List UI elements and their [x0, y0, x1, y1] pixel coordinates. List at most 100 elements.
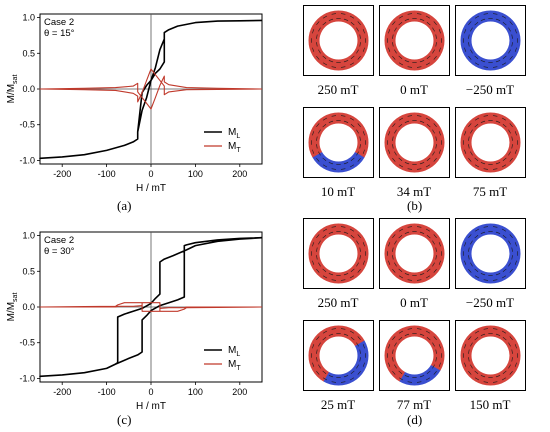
moment-arrow	[318, 262, 321, 267]
moment-arrow	[511, 136, 513, 141]
moment-arrow	[474, 157, 479, 161]
moment-arrow	[425, 15, 431, 19]
moment-arrow	[357, 336, 361, 341]
moment-arrow	[468, 21, 472, 26]
moment-arrow	[468, 123, 472, 128]
ring-segment	[354, 25, 369, 41]
moment-arrow	[511, 247, 513, 252]
moment-arrow	[328, 18, 334, 21]
moment-arrow	[438, 344, 441, 349]
moment-arrow	[435, 34, 437, 39]
moment-arrow	[470, 49, 473, 54]
moment-arrow	[328, 273, 334, 276]
ring-caption: 75 mT	[472, 184, 508, 199]
moment-arrow	[398, 117, 404, 121]
ring-segment	[499, 50, 517, 67]
moment-arrow	[438, 47, 441, 52]
moment-arrow	[433, 336, 437, 341]
moment-arrow	[392, 55, 396, 60]
moment-arrow	[394, 342, 397, 347]
moment-arrow	[419, 18, 425, 21]
ring-segment	[460, 253, 475, 269]
moment-arrow	[322, 275, 328, 279]
moment-arrow	[362, 47, 365, 52]
moment-arrow	[509, 157, 513, 162]
moment-arrow	[483, 66, 489, 68]
moment-arrow	[438, 131, 441, 136]
moment-arrow	[474, 228, 480, 232]
moment-arrow	[511, 349, 513, 354]
moment-arrow	[340, 226, 346, 228]
moment-arrow	[509, 336, 513, 341]
moment-arrow	[392, 357, 394, 362]
moment-arrow	[362, 260, 365, 265]
moment-arrow	[312, 362, 315, 367]
moment-arrow	[328, 375, 334, 378]
ring-segment	[348, 329, 365, 347]
moment-arrow	[509, 123, 513, 128]
y-tick-label: -1.0	[19, 373, 35, 383]
ring-segment	[388, 49, 405, 67]
ring-segment	[312, 151, 329, 169]
moment-arrow	[419, 231, 425, 234]
moment-arrow	[398, 370, 403, 374]
moment-arrow	[425, 228, 431, 232]
ring-segment	[430, 238, 445, 254]
moment-arrow	[502, 124, 507, 128]
moment-arrow	[492, 226, 498, 228]
moment-arrow	[349, 377, 355, 381]
moment-arrow	[435, 247, 437, 252]
moment-arrow	[359, 42, 361, 47]
moment-arrow	[474, 330, 480, 334]
moment-arrow	[318, 129, 321, 134]
moment-arrow	[331, 66, 337, 68]
moment-arrow	[514, 47, 517, 52]
moment-arrow	[432, 240, 435, 245]
moment-arrow	[316, 123, 320, 128]
moment-arrow	[474, 55, 479, 59]
moment-arrow	[433, 55, 437, 60]
moment-arrow	[419, 273, 425, 276]
magnetization-ring	[384, 10, 445, 71]
moment-arrow	[492, 115, 498, 117]
x-tick-label: 200	[232, 169, 247, 179]
moment-arrow	[468, 349, 470, 354]
moment-arrow	[398, 55, 403, 59]
moment-arrow	[419, 120, 425, 123]
y-tick-label: 0.0	[22, 84, 35, 94]
moment-arrow	[474, 268, 479, 272]
moment-arrow	[312, 149, 315, 154]
moment-arrow	[470, 151, 473, 156]
moment-arrow	[407, 115, 413, 117]
moment-arrow	[495, 60, 501, 63]
moment-arrow	[322, 22, 327, 26]
moment-arrow	[328, 60, 334, 63]
magnetization-ring	[460, 325, 521, 386]
moment-arrow	[322, 15, 328, 19]
ring-segment	[354, 127, 369, 143]
moment-arrow	[514, 362, 517, 367]
y-tick-label: 1.0	[22, 13, 35, 23]
moment-arrow	[464, 362, 467, 367]
moment-arrow	[426, 124, 431, 128]
ring-segment	[347, 152, 365, 169]
ring-cell	[379, 320, 450, 391]
moment-arrow	[394, 151, 397, 156]
moment-arrow	[407, 13, 413, 15]
ring-segment	[347, 365, 365, 382]
moment-arrow	[474, 370, 479, 374]
x-tick-label: -200	[53, 169, 71, 179]
ring-caption: 34 mT	[396, 184, 432, 199]
y-tick-label: 0.5	[22, 266, 35, 276]
ring-segment	[500, 116, 517, 134]
moment-arrow	[508, 364, 511, 369]
moment-arrow	[426, 370, 431, 374]
ring-segment	[424, 116, 441, 134]
moment-arrow	[426, 157, 431, 161]
ring-segment	[354, 238, 369, 254]
moment-arrow	[419, 60, 425, 63]
moment-arrow	[514, 260, 517, 265]
moment-arrow	[502, 157, 507, 161]
ring-caption: 77 mT	[396, 397, 432, 412]
moment-arrow	[318, 27, 321, 32]
